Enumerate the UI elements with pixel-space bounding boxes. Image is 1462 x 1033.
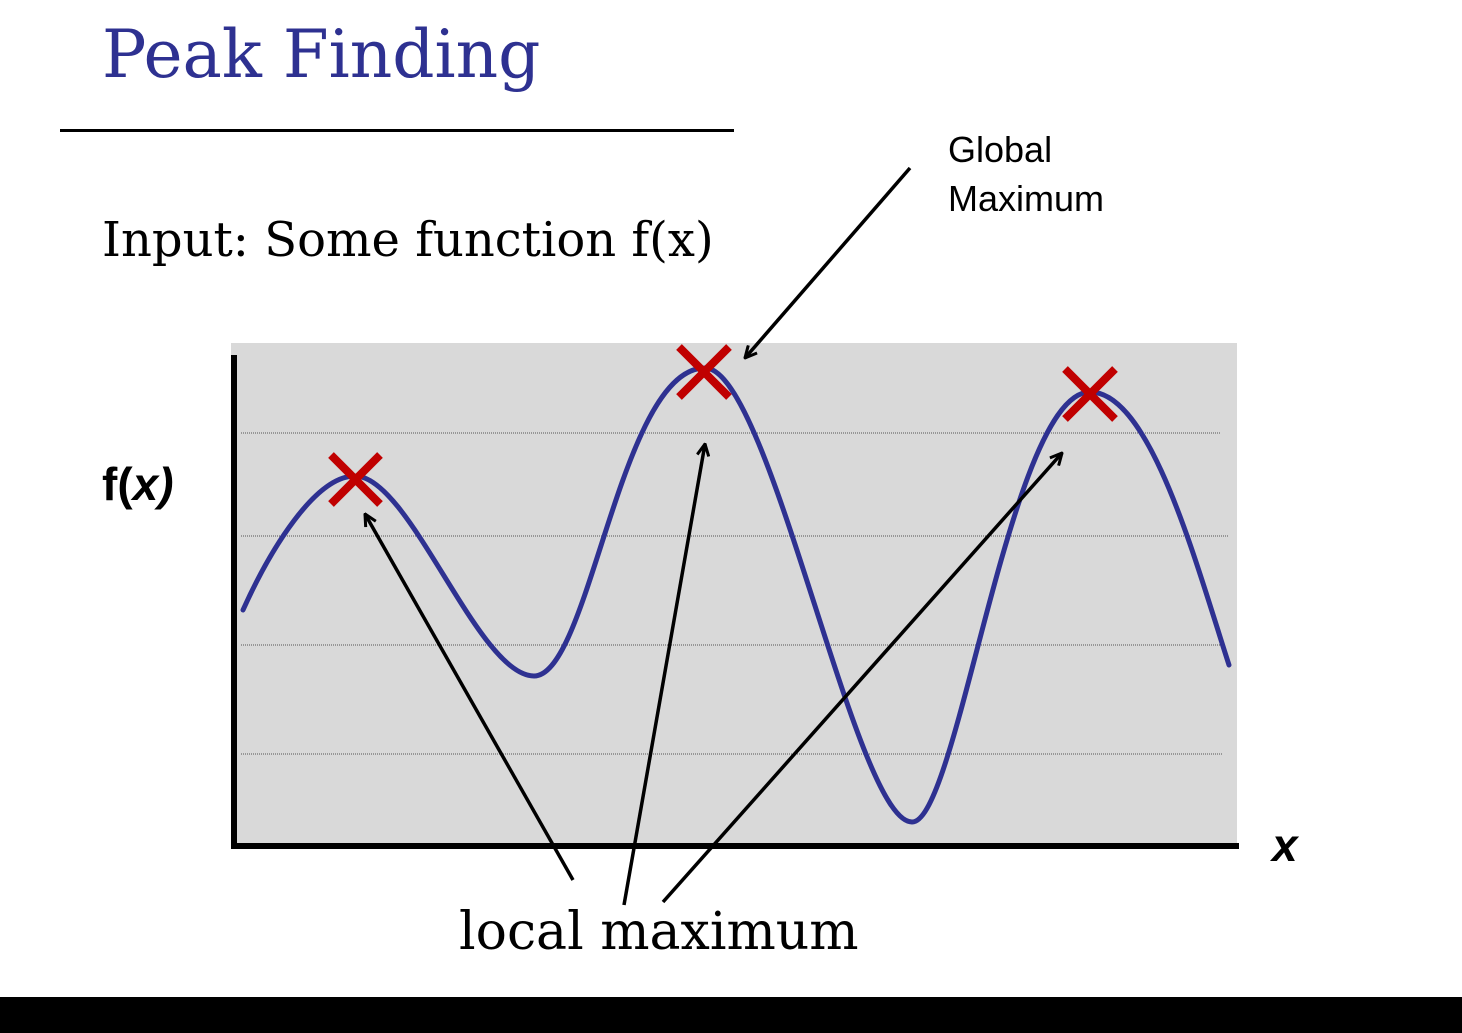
bottom-bar: [0, 997, 1462, 1033]
global-max-label: Global Maximum: [948, 129, 1104, 219]
local-max-arrow-2: [622, 444, 705, 906]
slide-subtitle: Input: Some function f(x): [102, 212, 714, 268]
peak-marker-3: [1062, 366, 1118, 422]
y-axis-label: f(x): [102, 458, 174, 510]
local-max-label: local maximum: [459, 902, 859, 962]
gridlines: [241, 432, 1229, 755]
local-max-arrow-1: [365, 514, 575, 881]
peak-marker-2: [676, 344, 732, 400]
x-axis-label: x: [1269, 819, 1300, 871]
global-max-arrow: [745, 166, 912, 358]
peak-diagram: f(x) x Global Maximum local maximum: [102, 129, 1300, 962]
global-max-label-line-2: Maximum: [948, 178, 1104, 219]
slide-title: Peak Finding: [102, 16, 541, 93]
title-underline: [60, 129, 734, 132]
plot-background: [231, 343, 1237, 848]
local-max-arrow-3: [661, 453, 1062, 904]
peak-marker-1: [328, 452, 383, 507]
global-max-label-line-1: Global: [948, 129, 1052, 170]
